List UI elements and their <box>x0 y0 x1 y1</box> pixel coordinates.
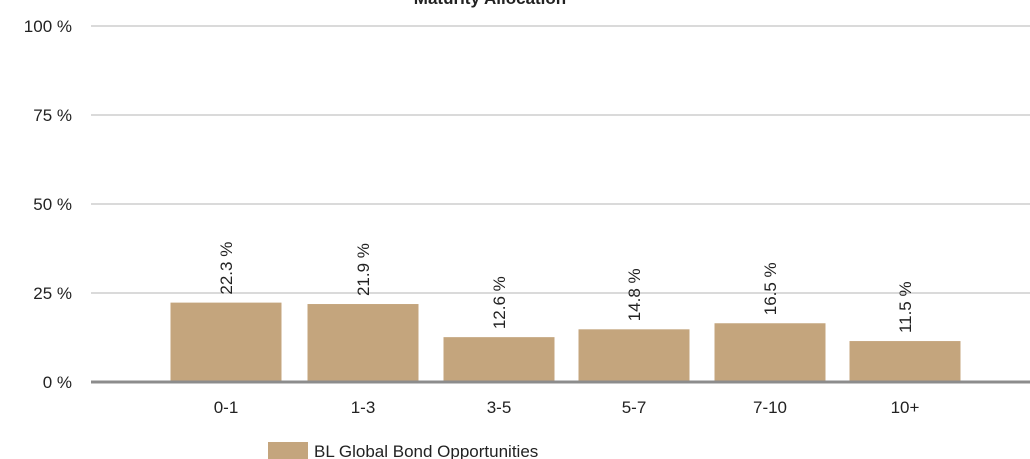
x-tick-label: 0-1 <box>214 398 239 417</box>
bar-value-labels: 22.3 % 21.9 % 12.6 % 14.8 % 16.5 % 11.5 % <box>217 242 915 333</box>
legend-label: BL Global Bond Opportunities <box>314 442 538 459</box>
y-tick-label: 75 % <box>33 106 72 125</box>
bar-value-label: 11.5 % <box>896 281 915 333</box>
bar-value-label: 21.9 % <box>354 243 373 296</box>
bar <box>714 323 826 382</box>
legend-swatch <box>268 442 308 459</box>
y-tick-label: 50 % <box>33 195 72 214</box>
bar <box>849 341 961 382</box>
bars <box>170 302 961 382</box>
x-axis-ticks: 0-1 1-3 3-5 5-7 7-10 10+ <box>214 398 920 417</box>
bar-value-label: 12.6 % <box>490 276 509 329</box>
legend: BL Global Bond Opportunities <box>268 442 538 459</box>
y-tick-label: 0 % <box>43 373 72 392</box>
bar <box>307 304 419 382</box>
y-axis-ticks: 0 % 25 % 50 % 75 % 100 % <box>24 17 72 392</box>
x-tick-label: 10+ <box>891 398 920 417</box>
gridlines <box>91 25 1030 294</box>
chart-title: Maturity Allocation <box>414 0 566 8</box>
bar-value-label: 16.5 % <box>761 262 780 315</box>
bar <box>170 302 282 382</box>
y-tick-label: 25 % <box>33 284 72 303</box>
x-tick-label: 5-7 <box>622 398 647 417</box>
x-tick-label: 7-10 <box>753 398 787 417</box>
bar-value-label: 14.8 % <box>625 268 644 321</box>
bar <box>443 337 555 382</box>
bar <box>578 329 690 382</box>
y-tick-label: 100 % <box>24 17 72 36</box>
x-tick-label: 3-5 <box>487 398 512 417</box>
bar-value-label: 22.3 % <box>217 242 236 295</box>
x-tick-label: 1-3 <box>351 398 376 417</box>
